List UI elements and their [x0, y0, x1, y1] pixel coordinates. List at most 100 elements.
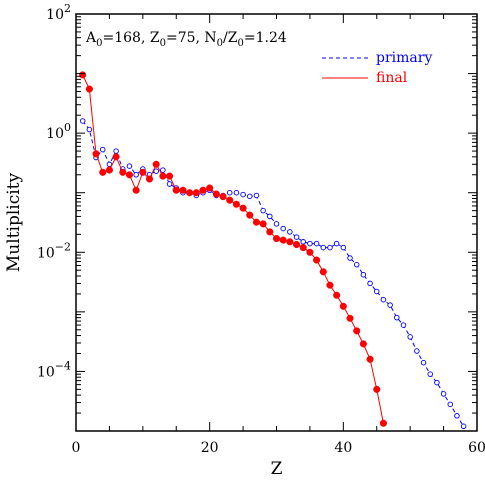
- data-point-primary: [287, 229, 293, 235]
- data-point-primary: [240, 191, 246, 198]
- series-line-primary: [82, 120, 465, 427]
- data-point-primary: [420, 359, 427, 366]
- data-point-final: [172, 186, 180, 194]
- data-point-final: [299, 244, 307, 252]
- data-point-final: [279, 236, 287, 244]
- data-point-primary: [387, 302, 393, 308]
- data-point-primary: [273, 221, 280, 227]
- series-line-final: [82, 74, 384, 424]
- text-layer: 0 20 40 60 102 100 10−2 10−4 Z Multiplicity A0=168…: [4, 2, 485, 479]
- data-point-primary: [267, 213, 273, 220]
- data-point-primary: [253, 192, 260, 199]
- data-point-primary: [160, 167, 166, 173]
- y-tick-label: 100: [46, 121, 71, 142]
- data-point-primary: [113, 148, 119, 154]
- data-point-primary: [320, 244, 327, 251]
- data-point-final: [152, 160, 160, 168]
- x-tick-label: 0: [72, 440, 81, 456]
- data-point-primary: [126, 163, 133, 169]
- data-point-primary: [407, 334, 413, 340]
- parameter-annotation: A0=168, Z0=75, N0/Z0=1.24: [85, 30, 287, 49]
- data-point-primary: [247, 193, 253, 200]
- data-point-final: [366, 355, 374, 363]
- data-point-final: [313, 256, 321, 264]
- data-point-final: [379, 419, 387, 427]
- data-point-primary: [400, 322, 407, 328]
- data-point-final: [145, 175, 154, 183]
- data-point-final: [92, 150, 100, 158]
- data-point-final: [319, 268, 327, 276]
- y-axis-title: Multiplicity: [4, 173, 24, 273]
- data-point-primary: [86, 126, 93, 133]
- data-point-primary: [454, 413, 460, 419]
- data-point-final: [159, 172, 167, 180]
- data-point-primary: [260, 207, 266, 214]
- data-point-final: [259, 220, 267, 228]
- data-point-final: [232, 200, 240, 208]
- data-point-final: [246, 211, 254, 219]
- data-point-primary: [166, 181, 173, 187]
- data-point-final: [353, 327, 361, 335]
- data-point-primary: [300, 239, 306, 245]
- data-point-final: [125, 171, 134, 179]
- data-point-primary: [133, 172, 139, 178]
- data-point-primary: [233, 189, 240, 196]
- y-tick-label: 102: [46, 2, 71, 23]
- data-point-primary: [293, 234, 300, 240]
- data-point-final: [266, 228, 274, 236]
- data-point-primary: [367, 280, 373, 287]
- data-point-final: [112, 153, 120, 161]
- data-point-final: [119, 168, 127, 176]
- legend-label-final: final: [376, 70, 408, 86]
- data-point-primary: [447, 401, 454, 408]
- data-point-final: [239, 204, 247, 212]
- data-point-primary: [380, 296, 387, 303]
- x-axis-title: Z: [271, 459, 283, 479]
- data-point-final: [373, 385, 381, 393]
- data-point-primary: [360, 271, 367, 278]
- data-point-final: [179, 186, 187, 194]
- data-point-final: [359, 340, 367, 348]
- data-point-primary: [79, 118, 86, 124]
- data-point-final: [139, 168, 147, 176]
- data-point-primary: [340, 244, 347, 251]
- data-point-final: [206, 184, 214, 192]
- data-point-final: [306, 248, 314, 256]
- data-point-final: [219, 193, 227, 201]
- data-point-primary: [440, 391, 447, 397]
- data-point-final: [272, 235, 281, 243]
- data-point-primary: [460, 423, 467, 430]
- data-point-final: [346, 314, 354, 322]
- data-point-final: [199, 186, 207, 194]
- data-point-final: [286, 238, 294, 246]
- data-point-primary: [280, 225, 286, 232]
- data-point-final: [192, 189, 200, 197]
- data-point-final: [132, 186, 140, 194]
- series-layer: [79, 71, 467, 430]
- x-tick-label: 60: [468, 440, 485, 456]
- data-point-final: [333, 291, 341, 299]
- data-point-primary: [347, 255, 353, 261]
- data-point-final: [166, 172, 174, 180]
- data-point-primary: [374, 288, 380, 295]
- data-point-primary: [353, 261, 360, 268]
- x-tick-label: 20: [201, 440, 219, 456]
- y-tick-label: 10−2: [37, 240, 71, 261]
- data-point-primary: [226, 189, 233, 196]
- data-point-final: [339, 302, 347, 310]
- data-point-final: [326, 281, 334, 289]
- data-point-final: [252, 218, 261, 226]
- axis-layer: [75, 13, 478, 432]
- data-point-primary: [333, 240, 340, 247]
- data-point-final: [85, 85, 93, 93]
- data-point-primary: [313, 240, 320, 247]
- data-point-primary: [327, 244, 333, 251]
- data-point-final: [79, 71, 87, 79]
- data-point-final: [226, 196, 234, 204]
- y-tick-label: 10−4: [37, 359, 71, 380]
- data-point-final: [105, 166, 113, 174]
- data-point-primary: [414, 348, 420, 354]
- x-tick-label: 40: [334, 440, 352, 456]
- data-point-final: [186, 189, 194, 197]
